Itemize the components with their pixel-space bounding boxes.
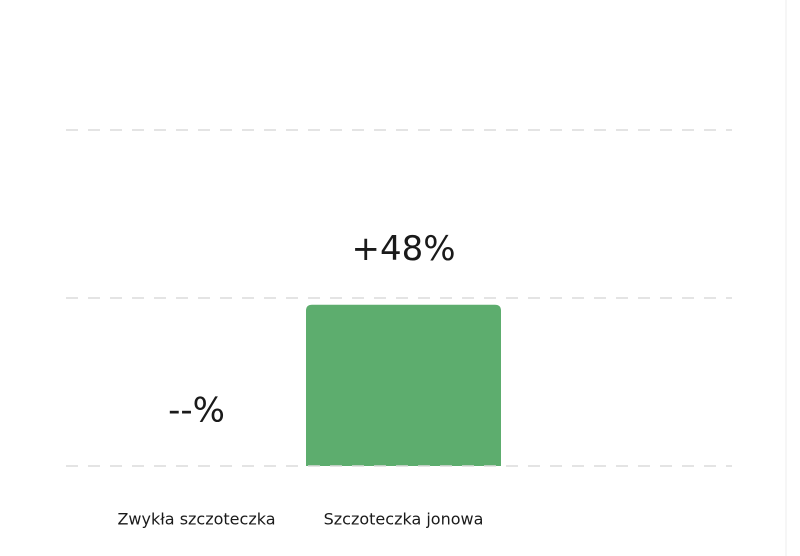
- bar: [306, 304, 501, 466]
- value-label: +48%: [351, 229, 455, 269]
- x-tick-label: Szczoteczka jonowa: [324, 510, 484, 529]
- value-label: --%: [168, 391, 225, 431]
- x-tick-label: Zwykła szczoteczka: [117, 510, 275, 529]
